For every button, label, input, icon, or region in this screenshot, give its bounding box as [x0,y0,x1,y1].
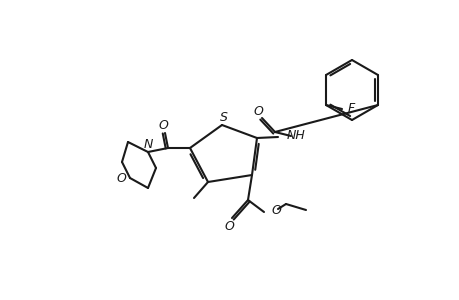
Text: O: O [252,104,263,118]
Text: S: S [219,110,228,124]
Text: O: O [158,118,168,131]
Text: N: N [143,137,152,151]
Text: NH: NH [286,128,305,142]
Text: F: F [347,101,354,115]
Text: O: O [116,172,126,184]
Text: O: O [271,203,281,217]
Text: O: O [224,220,234,232]
